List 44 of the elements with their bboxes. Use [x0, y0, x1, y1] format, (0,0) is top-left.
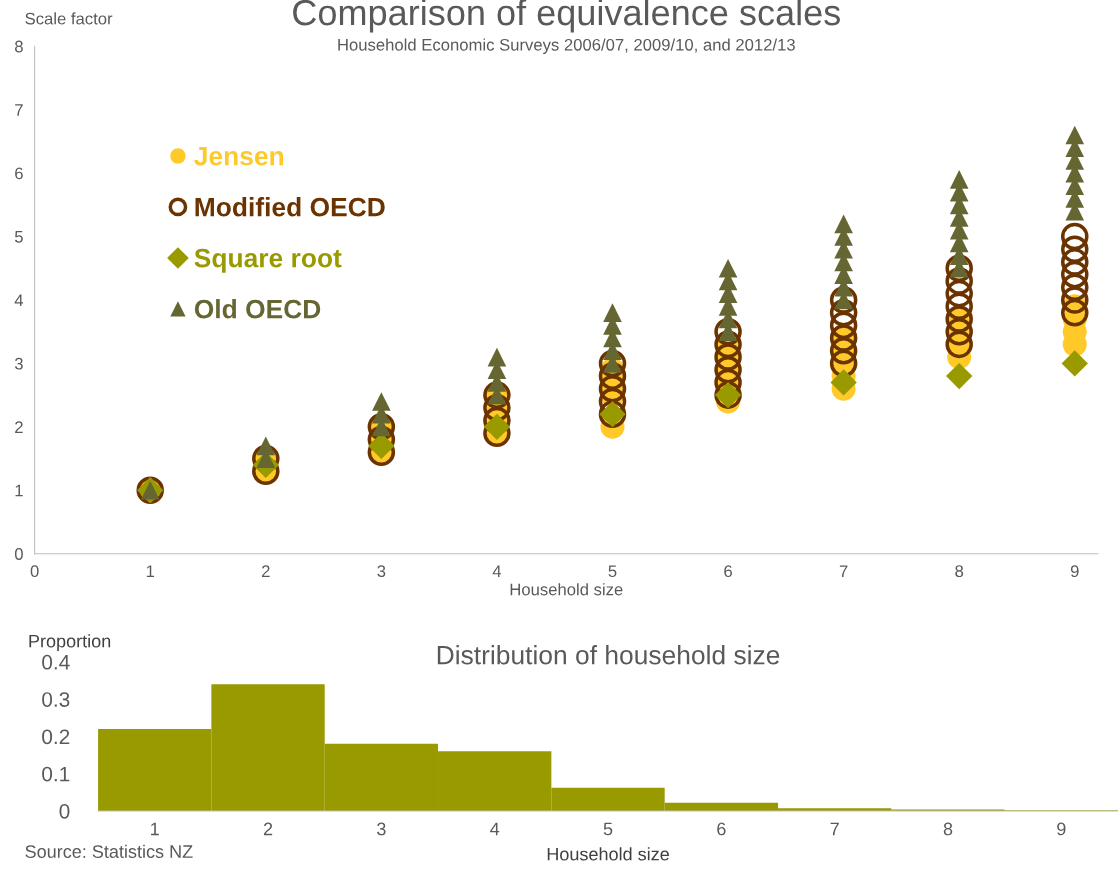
x-tick-label: 7: [839, 565, 848, 577]
x-tick-label: 6: [717, 822, 726, 836]
y-tick-label: 0: [14, 548, 23, 560]
x-tick-label: 9: [1057, 822, 1066, 836]
y-tick-label: 0: [59, 803, 70, 819]
x-axis-title: Household size: [547, 847, 669, 861]
y-tick-label: 5: [14, 231, 23, 243]
x-tick-label: 9: [1070, 565, 1079, 578]
x-tick-label: 7: [830, 822, 839, 836]
chart-subtitle: Household Economic Surveys 2006/07, 2009/10, and 2012/13: [338, 38, 795, 54]
y-axis-title: Proportion: [29, 634, 111, 652]
x-tick-label: 1: [146, 565, 155, 577]
x-axis-title: Household size: [510, 583, 623, 596]
x-tick-label: 5: [608, 565, 617, 578]
x-tick-label: 2: [263, 822, 273, 836]
y-axis-title: Scale factor: [25, 12, 113, 25]
y-tick-label: 2: [15, 421, 23, 433]
x-tick-label: 1: [151, 822, 159, 836]
legend-label: Square root: [194, 248, 342, 273]
x-tick-label: 3: [377, 565, 386, 578]
y-tick-label: 4: [14, 294, 24, 307]
legend-label: Modified OECD: [195, 197, 385, 217]
x-tick-label: 4: [490, 822, 500, 836]
x-tick-label: 5: [603, 822, 613, 836]
x-tick-label: 2: [262, 565, 270, 577]
x-tick-label: 4: [492, 565, 502, 577]
y-tick-label: 0.4: [42, 654, 70, 670]
y-tick-label: 3: [14, 357, 23, 370]
y-tick-label: 0.3: [42, 692, 70, 707]
y-tick-label: 7: [15, 104, 23, 116]
y-tick-label: 8: [15, 40, 23, 53]
y-tick-label: 0.1: [42, 766, 70, 782]
x-tick-label: 6: [724, 565, 732, 578]
y-tick-label: 1: [15, 484, 23, 497]
y-tick-label: 6: [15, 167, 23, 180]
x-tick-label: 8: [955, 565, 964, 578]
legend-label: Old OECD: [194, 299, 321, 319]
x-tick-label: 3: [377, 822, 386, 836]
source-note: Source: Statistics NZ: [25, 844, 193, 858]
x-tick-label: 8: [943, 822, 953, 836]
legend-label: Jensen: [194, 147, 284, 166]
y-tick-label: 0.2: [42, 729, 70, 745]
x-tick-label: 0: [30, 565, 39, 578]
chart-title: Distribution of household size: [437, 645, 780, 665]
